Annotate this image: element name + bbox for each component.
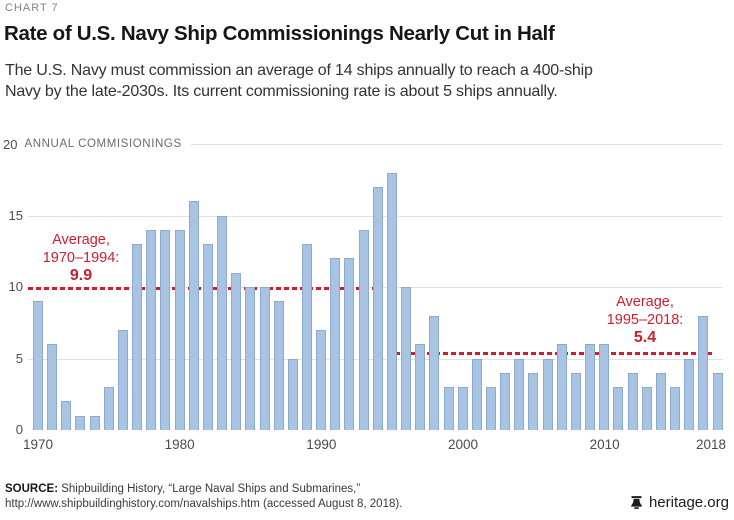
bar-1981 xyxy=(188,201,199,430)
average-dashline-1995-2018 xyxy=(387,351,712,355)
bar-2002 xyxy=(486,387,496,430)
bar-2011 xyxy=(613,387,624,430)
bar-1991 xyxy=(330,258,341,430)
bar-1977 xyxy=(132,244,143,430)
bar-1992 xyxy=(344,258,355,430)
source-label: SOURCE: xyxy=(5,483,62,495)
y-tick-5: 5 xyxy=(15,350,23,366)
bar-2004 xyxy=(514,358,525,430)
bar-2016 xyxy=(684,358,695,430)
source-line-2: http://www.shipbuildinghistory.com/naval… xyxy=(5,498,403,510)
y-axis-title: ANNUAL COMMISIONINGS xyxy=(24,138,182,150)
annotation-line: 1970–1994: xyxy=(42,250,120,266)
bar-1975 xyxy=(103,387,114,430)
bar-2017 xyxy=(698,315,709,430)
liberty-bell-icon xyxy=(629,495,644,510)
bars-container xyxy=(33,144,723,430)
brand-text: heritage.org xyxy=(648,494,729,511)
source-note: SOURCE: Shipbuilding History, “Large Nav… xyxy=(5,482,402,512)
bar-1993 xyxy=(358,229,369,430)
annotation-line: Average, xyxy=(616,294,674,310)
bar-1997 xyxy=(415,344,426,430)
bar-1996 xyxy=(401,287,412,430)
gridline-20 xyxy=(190,143,723,145)
annotation-avg-1995-2018: Average, 1995–2018: 5.4 xyxy=(607,293,684,347)
bar-2014 xyxy=(655,372,666,430)
y-tick-20: 20 xyxy=(3,136,18,152)
bar-1998 xyxy=(429,315,440,430)
bar-2013 xyxy=(641,387,652,430)
bar-1999 xyxy=(443,387,454,430)
y-axis-top-row: 20 ANNUAL COMMISIONINGS xyxy=(3,136,723,152)
page-subtitle: The U.S. Navy must commission an average… xyxy=(5,60,731,102)
x-tick-1980: 1980 xyxy=(164,437,195,452)
bar-2018 xyxy=(712,372,723,430)
annotation-line: Average, xyxy=(52,232,110,248)
bar-2000 xyxy=(457,387,468,430)
bar-1971 xyxy=(47,344,58,430)
bar-1983 xyxy=(217,215,228,430)
bar-1986 xyxy=(259,287,270,430)
x-tick-1990: 1990 xyxy=(306,437,337,452)
bar-1976 xyxy=(117,329,128,430)
bar-2005 xyxy=(528,372,539,430)
bar-1985 xyxy=(245,287,256,430)
bar-1984 xyxy=(231,272,242,430)
bar-2015 xyxy=(670,387,681,430)
bar-2010 xyxy=(599,344,610,430)
bar-2007 xyxy=(556,344,567,430)
x-tick-2018: 2018 xyxy=(695,437,726,452)
bar-2006 xyxy=(542,358,553,430)
page-title: Rate of U.S. Navy Ship Commissionings Ne… xyxy=(4,22,555,45)
bar-1988 xyxy=(287,358,298,430)
subtitle-line-1: The U.S. Navy must commission an average… xyxy=(5,62,593,79)
subtitle-line-2: Navy by the late-2030s. Its current comm… xyxy=(5,83,558,100)
bar-1972 xyxy=(61,401,72,430)
bar-1982 xyxy=(202,244,213,430)
plot-area: Average, 1970–1994: 9.9 Average, 1995–20… xyxy=(9,144,726,452)
bar-2003 xyxy=(500,372,511,430)
bar-2008 xyxy=(570,372,581,430)
y-tick-10: 10 xyxy=(8,279,23,294)
bar-1990 xyxy=(316,329,327,430)
y-tick-0: 0 xyxy=(15,422,23,437)
bar-1994 xyxy=(372,186,383,430)
bar-1974 xyxy=(89,415,100,430)
footer: SOURCE: Shipbuilding History, “Large Nav… xyxy=(5,482,729,512)
annotation-avg-1970-1994: Average, 1970–1994: 9.9 xyxy=(43,231,120,285)
bar-1979 xyxy=(160,229,171,430)
bar-1989 xyxy=(301,244,312,430)
bar-2009 xyxy=(585,344,596,430)
bar-1970 xyxy=(33,301,43,430)
heritage-brand: heritage.org xyxy=(629,494,729,512)
bar-2001 xyxy=(471,358,482,430)
bar-1987 xyxy=(273,301,284,430)
bar-1973 xyxy=(75,415,86,430)
annotation-value: 5.4 xyxy=(633,329,657,346)
x-tick-2000: 2000 xyxy=(447,437,479,452)
bar-1980 xyxy=(174,229,185,430)
chart-kicker: CHART 7 xyxy=(5,2,59,14)
annotation-value: 9.9 xyxy=(69,267,93,284)
source-line-1: Shipbuilding History, “Large Naval Ships… xyxy=(61,483,361,495)
x-tick-2010: 2010 xyxy=(589,437,620,452)
bar-2012 xyxy=(627,372,638,430)
annotation-line: 1995–2018: xyxy=(606,312,684,328)
bar-1995 xyxy=(386,172,397,430)
x-tick-1970: 1970 xyxy=(22,437,54,452)
bar-1978 xyxy=(146,229,157,430)
y-tick-15: 15 xyxy=(8,207,23,223)
